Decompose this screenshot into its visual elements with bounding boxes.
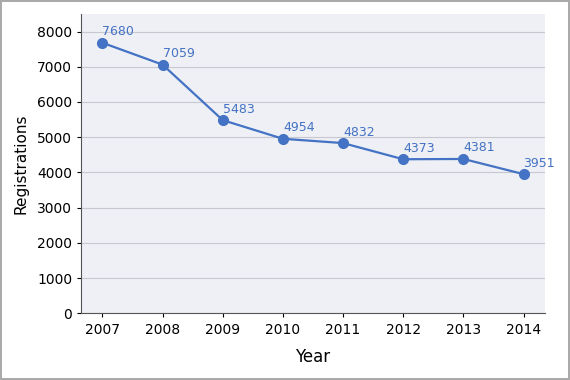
Text: 7680: 7680 bbox=[103, 25, 135, 38]
Text: 5483: 5483 bbox=[223, 103, 254, 116]
Text: 4373: 4373 bbox=[403, 142, 435, 155]
Text: 4381: 4381 bbox=[463, 141, 495, 154]
X-axis label: Year: Year bbox=[295, 348, 331, 366]
Text: 4832: 4832 bbox=[343, 125, 374, 138]
Text: 4954: 4954 bbox=[283, 121, 315, 134]
Text: 3951: 3951 bbox=[523, 157, 555, 169]
Y-axis label: Registrations: Registrations bbox=[14, 113, 29, 214]
Text: 7059: 7059 bbox=[162, 47, 194, 60]
